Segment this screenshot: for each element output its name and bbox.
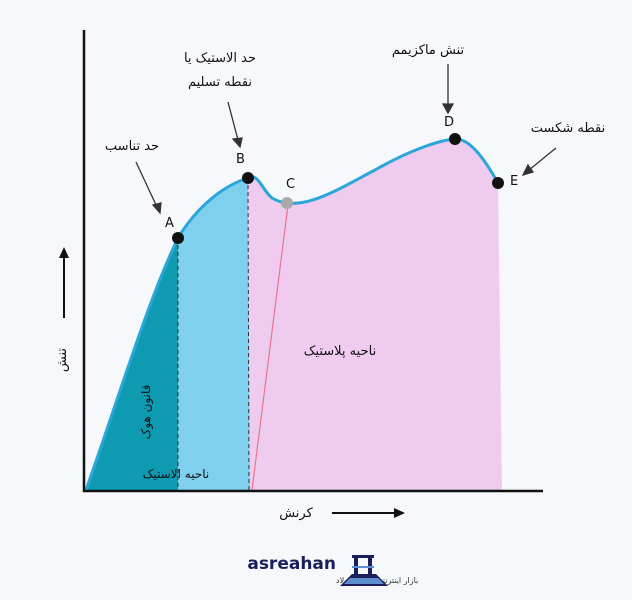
- point-d-marker: [449, 133, 461, 145]
- elastic-region-text: ناحیه الاستیک: [143, 467, 210, 481]
- elastic-region: [178, 178, 250, 490]
- point-a-marker: [172, 232, 184, 244]
- ultimate-stress-text: تنش ماکزیمم: [392, 43, 465, 58]
- fracture-text: نقطه شکست: [531, 121, 605, 136]
- plastic-region-text: ناحیه پلاستیک: [304, 344, 376, 359]
- y-axis-label: تنش: [55, 348, 70, 372]
- point-e-label: E: [510, 174, 518, 189]
- y-axis-arrow-head: [59, 247, 69, 258]
- point-b-label: B: [236, 152, 245, 167]
- point-b-marker: [242, 172, 254, 184]
- brand-name: asreahan: [247, 554, 336, 574]
- point-c-label: C: [286, 177, 295, 192]
- x-axis-arrow-head: [394, 508, 405, 518]
- unloading-line: [251, 204, 289, 491]
- plastic-region: [248, 138, 502, 490]
- yield-text-line2: نقطه تسلیم: [188, 75, 252, 90]
- annotation-arrows: [135, 64, 557, 215]
- hooke-law-text: قانون هوک: [139, 385, 154, 440]
- x-axis-label: کرنش: [279, 506, 313, 521]
- yield-text-line1: حد الاستیک یا: [184, 51, 256, 66]
- proportional-limit-text: حد تناسب: [105, 139, 159, 154]
- point-d-label: D: [444, 115, 454, 130]
- yield-dashed-line: [247, 177, 250, 491]
- point-c-marker: [281, 197, 293, 209]
- brand-logo: asreahan بازار اینترنتی آهن و فولاد: [247, 554, 418, 586]
- point-e-marker: [492, 177, 504, 189]
- brand-emblem-icon: [340, 555, 388, 586]
- point-a-label: A: [165, 216, 174, 231]
